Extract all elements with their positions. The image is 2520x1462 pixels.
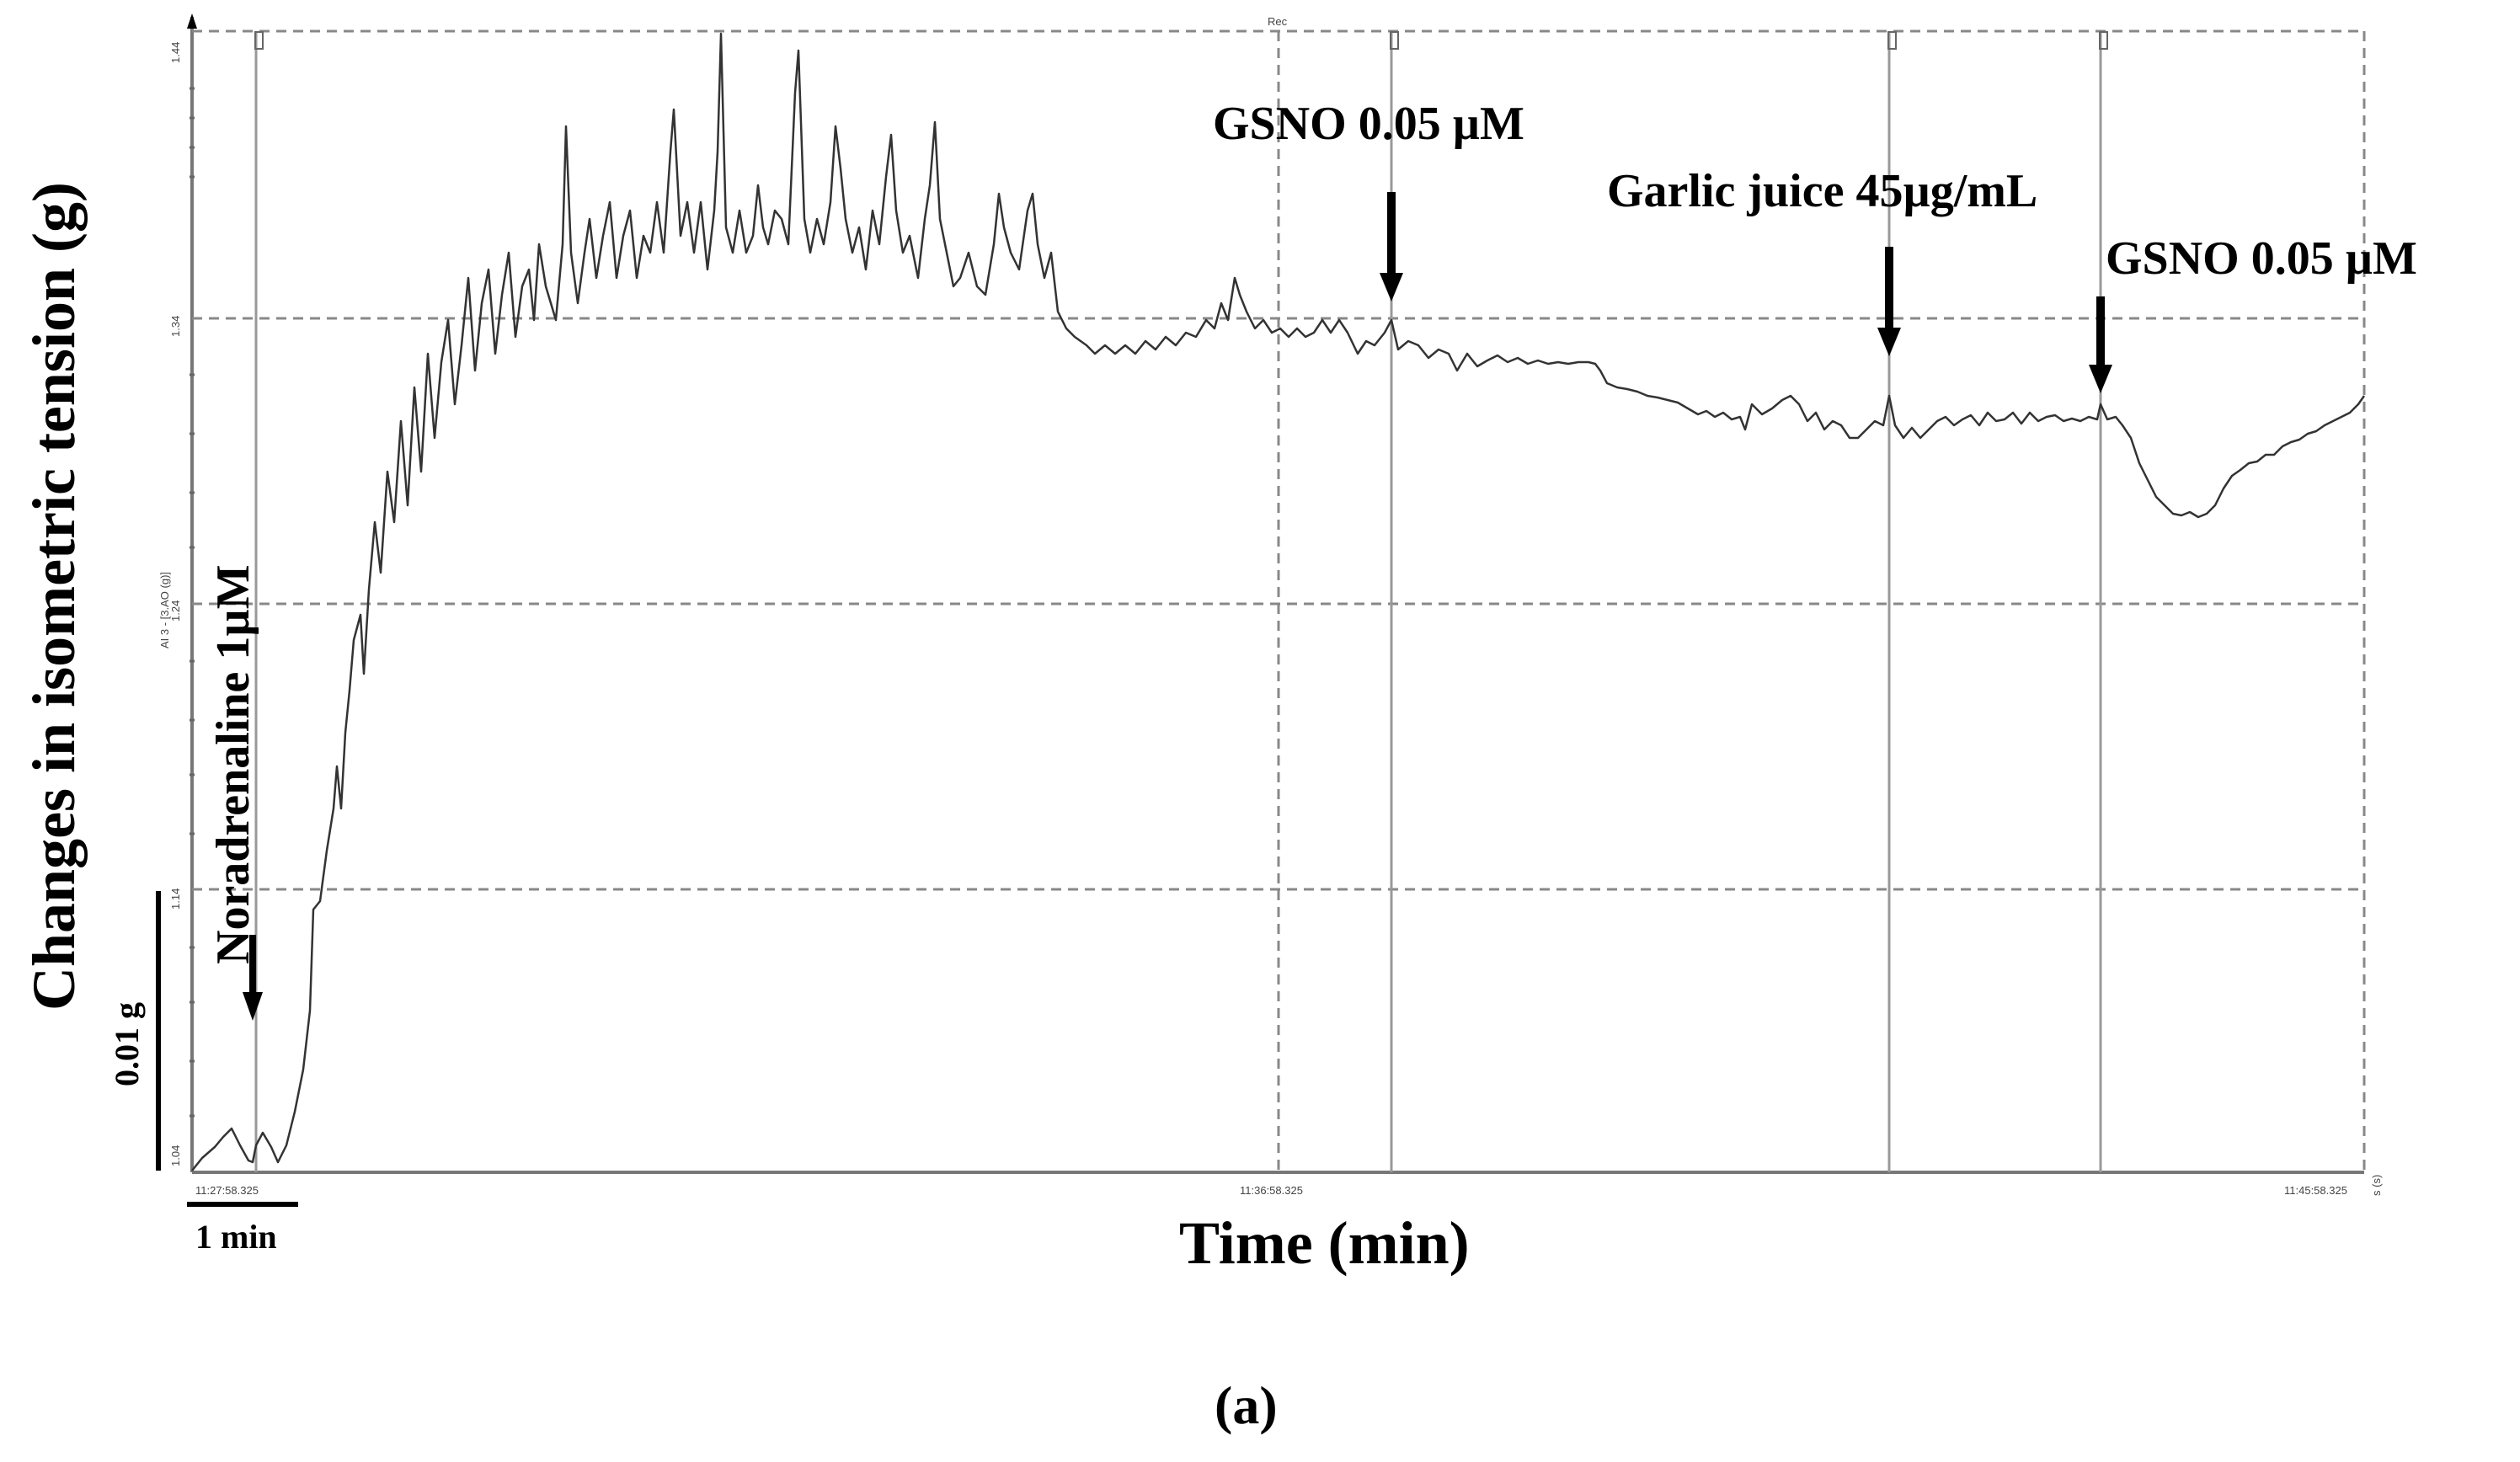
- tension-trace: [191, 32, 2366, 1171]
- event-flags: [254, 31, 2108, 50]
- flag-icon: [1390, 31, 1399, 50]
- y-tick-1.24: 1.24: [169, 600, 182, 622]
- y-tick-labels: 1.44 1.34 1.24 1.14 1.04 AI 3 - [3.AO (g…: [158, 42, 182, 1166]
- y-tick-1.34: 1.34: [169, 316, 182, 337]
- arrow-down-icon: [243, 935, 263, 1021]
- flag-icon: [2099, 31, 2108, 50]
- arrows: [243, 192, 2112, 1021]
- figure-caption: (a): [1215, 1375, 1278, 1435]
- annotation-gsno-1: GSNO 0.05 µM: [1213, 98, 1524, 150]
- x-tick-end: 11:45:58.325: [2284, 1184, 2347, 1197]
- gridlines: [192, 31, 2364, 1172]
- y-axis-title: Changes in isometric tension (g): [20, 182, 88, 1011]
- x-scale-label: 1 min: [195, 1218, 277, 1256]
- flag-icon: [1887, 31, 1897, 50]
- plot-frame: [187, 13, 2366, 1174]
- channel-label: AI 3 - [3.AO (g)]: [158, 572, 171, 648]
- x-tick-middle: 11:36:58.325: [1240, 1184, 1303, 1197]
- flag-icon: [254, 31, 264, 50]
- arrow-down-icon: [2089, 296, 2112, 393]
- y-scale-label: 0.01 g: [108, 1002, 146, 1086]
- axis-arrow-icon: [187, 13, 197, 29]
- y-tick-1.04: 1.04: [169, 1145, 182, 1166]
- x-axis-title: Time (min): [1179, 1209, 1470, 1277]
- x-tick-labels: 11:27:58.325 11:36:58.325 11:45:58.325 s…: [195, 15, 2383, 1197]
- x-tick-start: 11:27:58.325: [195, 1184, 259, 1197]
- right-unit-label: s (s): [2370, 1175, 2383, 1196]
- arrow-down-icon: [1877, 247, 1901, 356]
- rec-label: Rec: [1268, 15, 1288, 28]
- y-tick-1.14: 1.14: [169, 888, 182, 910]
- arrow-down-icon: [1380, 192, 1403, 301]
- annotation-gsno-2: GSNO 0.05 µM: [2106, 232, 2417, 285]
- annotation-noradrenaline: Noradrenaline 1µM: [207, 564, 259, 964]
- y-minor-ticks: [190, 87, 195, 1118]
- annotation-garlic: Garlic juice 45µg/mL: [1607, 165, 2037, 217]
- y-tick-1.44: 1.44: [169, 42, 182, 63]
